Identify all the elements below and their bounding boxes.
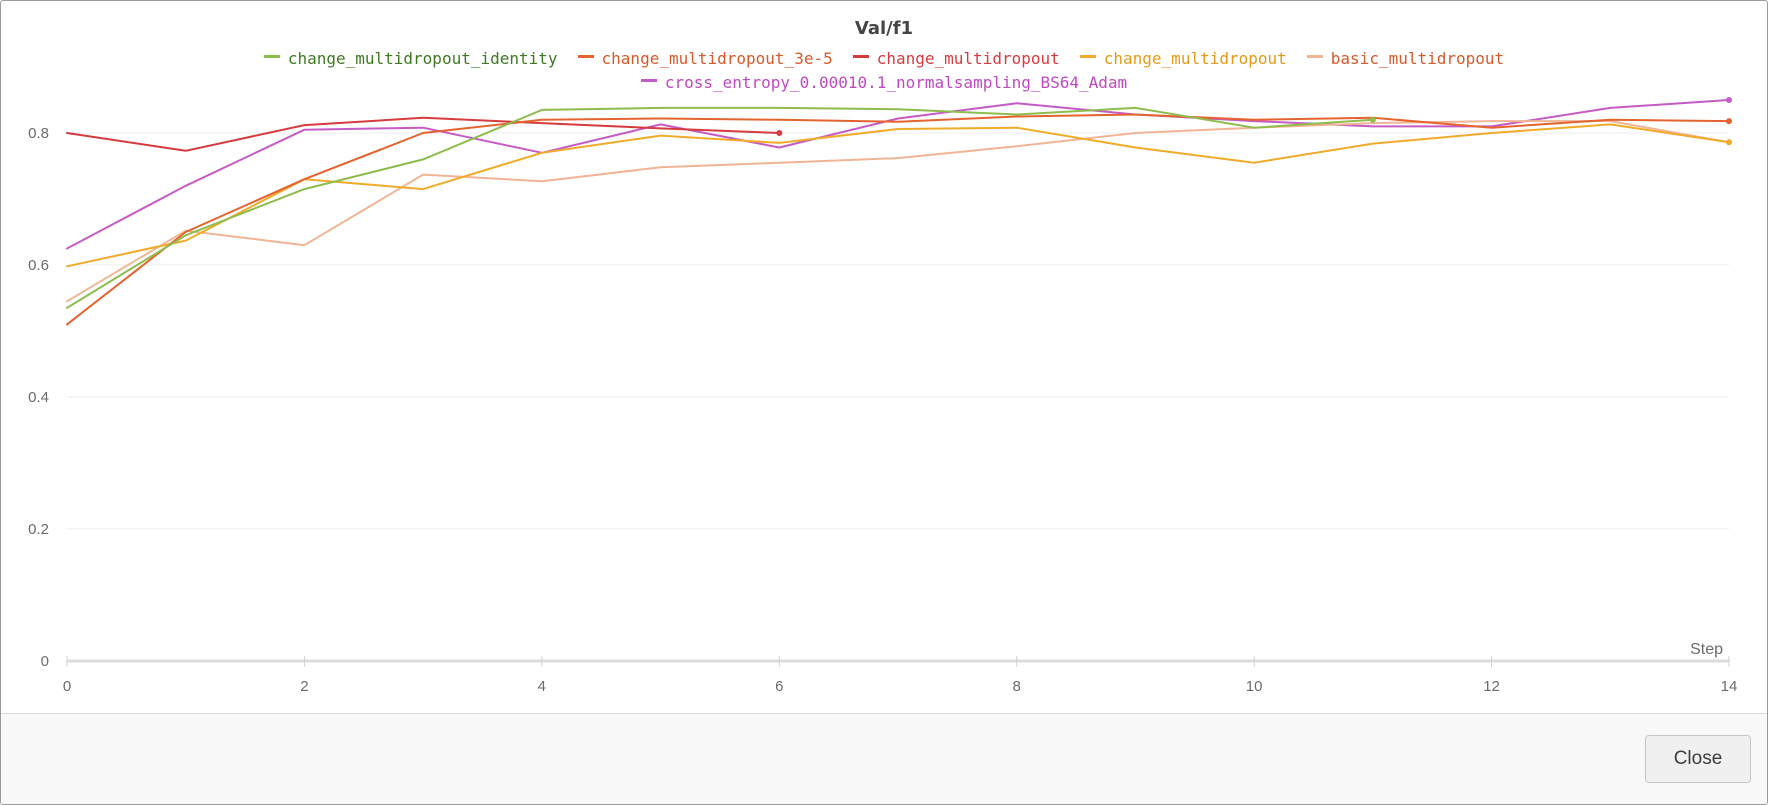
x-axis-title: Step [1690,641,1723,658]
y-tick-label: 0.4 [28,389,49,406]
x-tick-label: 4 [538,678,546,695]
legend-label: change_multidropout_3e-5 [601,49,833,68]
x-tick-label: 14 [1721,678,1738,695]
legend-label: change_multidropout_identity [287,49,558,68]
legend-swatch [1306,55,1323,58]
legend-label: cross_entropy_0.00010.1_normalsampling_B… [664,73,1128,92]
x-tick-label: 8 [1013,678,1021,695]
legend-swatch [263,55,280,58]
legend-label: change_multidropout [876,49,1060,68]
chart-area: 0 2 4 6 8 10 12 14 0 0.2 0.4 0.6 0.8 Step Val/f1 chan… [1,1,1767,713]
legend-swatch [577,55,594,58]
legend-label: change_multidropout [1103,49,1287,68]
x-tick-label: 2 [300,678,308,695]
x-tick-label: 12 [1483,678,1500,695]
series-end-point [1726,118,1732,125]
x-tick-label: 10 [1246,678,1263,695]
line-chart: 0 2 4 6 8 10 12 14 0 0.2 0.4 0.6 0.8 Step [28,97,1738,695]
series-line [66,99,1730,250]
chart-title: Val/f1 [854,18,914,39]
legend-item: cross_entropy_0.00010.1_normalsampling_B… [640,71,1128,95]
series-end-point [1369,116,1376,123]
x-tick-label: 6 [775,678,783,695]
series-end-point [776,130,783,136]
series-line [66,120,1730,303]
legend-item: change_multidropout_identity [263,47,558,71]
legend-item: change_multidropout [852,47,1060,71]
legend-swatch [1079,55,1096,58]
series-line [66,123,1730,268]
y-tick-label: 0.8 [28,125,49,142]
series-line [66,106,1374,309]
legend-item: change_multidropout [1079,47,1287,71]
close-button[interactable]: Close [1645,735,1751,783]
series-line [66,113,1730,326]
x-tick-label: 0 [63,678,71,695]
legend-item: change_multidropout_3e-5 [577,47,833,71]
legend-item: basic_multidropout [1306,47,1505,71]
y-tick-label: 0.2 [28,521,49,538]
y-tick-label: 0 [41,653,49,670]
series-line [66,116,781,152]
series-end-point [1726,97,1732,103]
legend-label: basic_multidropout [1330,49,1505,68]
dialog-footer: Close [1,713,1767,804]
y-tick-label: 0.6 [28,257,49,274]
chart-legend: change_multidropout_identity change_multi… [181,47,1587,95]
legend-swatch [640,79,657,82]
legend-swatch [852,55,869,58]
series-end-point [1726,139,1732,146]
